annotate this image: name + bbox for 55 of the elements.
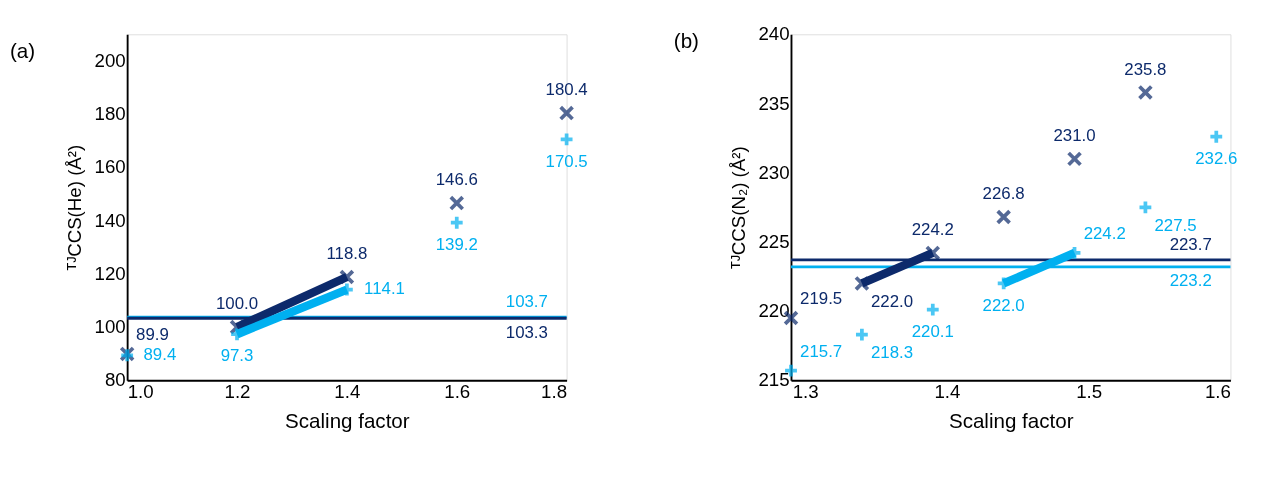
data-label: 227.5 [1154, 215, 1197, 235]
data-label: 224.2 [1083, 223, 1126, 243]
data-label: 232.6 [1195, 148, 1238, 168]
data-label: 215.7 [800, 341, 843, 361]
y-tick-label: 180 [94, 103, 126, 125]
x-tick-label: 1.4 [934, 380, 961, 402]
y-axis-title: ᵀᴶCCS(N₂) (Å²) [728, 146, 750, 270]
x-tick-label: 1.2 [224, 380, 251, 402]
data-label: 89.9 [136, 324, 169, 344]
chart-title: (b) [673, 29, 699, 53]
ref-line-label: 103.7 [505, 291, 548, 311]
y-tick-label: 160 [94, 156, 126, 178]
x-tick-label: 1.0 [127, 380, 154, 402]
y-axis-title: ᵀᴶCCS(He) (Å²) [64, 144, 86, 271]
data-label: 220.1 [911, 321, 954, 341]
data-label: 231.0 [1053, 126, 1096, 146]
y-tick-label: 100 [94, 316, 126, 338]
data-label: 224.2 [911, 220, 954, 240]
x-tick-label: 1.4 [334, 380, 361, 402]
x-tick-label: 1.6 [1204, 380, 1231, 402]
data-label: 180.4 [545, 80, 588, 100]
ref-line-label: 223.7 [1169, 234, 1212, 254]
y-tick-label: 215 [758, 369, 790, 391]
y-tick-label: 120 [94, 262, 126, 284]
x-tick-label: 1.3 [792, 380, 819, 402]
ref-line-label: 103.3 [505, 322, 548, 342]
data-label: 218.3 [870, 342, 914, 362]
data-label: 226.8 [982, 184, 1025, 204]
data-label: 170.5 [545, 151, 588, 171]
y-tick-label: 235 [758, 92, 790, 114]
data-label: 146.6 [435, 170, 478, 190]
x-tick-label: 1.5 [1076, 380, 1103, 402]
x-axis-title: Scaling factor [948, 409, 1074, 433]
y-tick-label: 80 [104, 369, 126, 391]
data-label: 219.5 [800, 288, 843, 308]
ref-line-label: 223.2 [1169, 271, 1212, 291]
x-tick-label: 1.8 [541, 380, 568, 402]
y-tick-label: 225 [758, 230, 790, 252]
y-tick-label: 140 [94, 209, 126, 231]
data-label: 222.0 [870, 291, 914, 311]
data-label: 114.1 [364, 279, 405, 299]
data-label: 100.0 [215, 294, 259, 314]
x-axis-title: Scaling factor [285, 409, 410, 433]
data-label: 139.2 [435, 234, 478, 254]
y-tick-label: 240 [758, 23, 790, 45]
data-label: 235.8 [1124, 59, 1167, 79]
y-tick-label: 200 [94, 50, 126, 72]
data-label: 89.4 [143, 344, 177, 364]
y-tick-label: 230 [758, 161, 790, 183]
x-tick-label: 1.6 [444, 380, 471, 402]
data-label: 118.8 [326, 244, 368, 264]
y-tick-label: 220 [758, 300, 790, 322]
chart-title: (a) [9, 38, 36, 62]
data-label: 222.0 [982, 295, 1025, 315]
data-label: 97.3 [220, 346, 254, 366]
